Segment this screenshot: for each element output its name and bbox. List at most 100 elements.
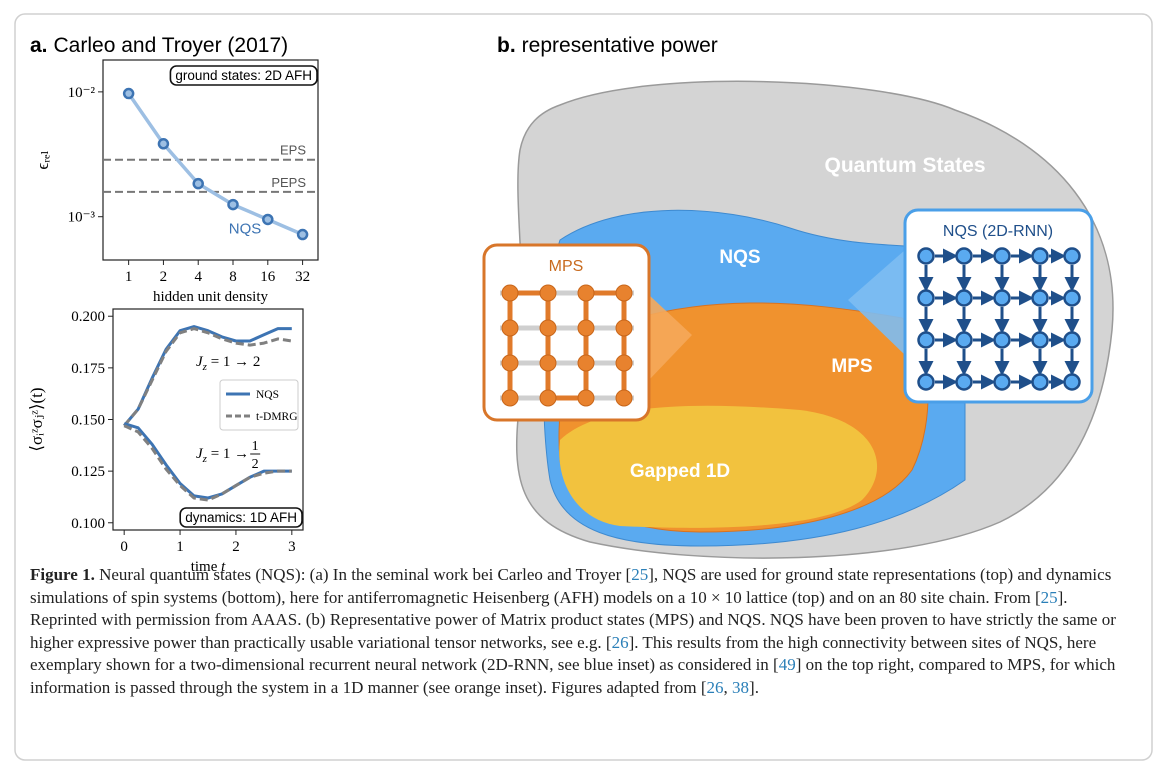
lattice-site — [616, 355, 632, 371]
x-tick-label: 2 — [160, 269, 168, 285]
figure-caption: Figure 1. Neural quantum states (NQS): (… — [30, 564, 1138, 699]
x-axis-label-text: hidden unit density — [153, 289, 268, 305]
x-axis-label: hidden unit density — [153, 289, 268, 305]
y-axis-label: ϵᵣₑₗ — [33, 150, 52, 169]
panel-b-title: b. representative power — [497, 34, 718, 57]
y-tick-label: 10⁻² — [68, 85, 96, 101]
y-tick-label: 0.100 — [71, 516, 105, 532]
x-tick-label: 0 — [120, 539, 128, 555]
panel-label: b. — [497, 34, 516, 57]
inset-title: MPS — [549, 258, 584, 275]
lattice-site — [1033, 291, 1048, 306]
lattice-site — [1065, 291, 1080, 306]
series-line — [129, 94, 303, 235]
lattice-site — [502, 390, 518, 406]
lattice-site — [540, 320, 556, 336]
data-point — [124, 89, 133, 98]
data-point — [298, 230, 307, 239]
caption-text: ]. — [749, 678, 759, 697]
legend-label: NQS — [256, 389, 279, 401]
reference-label: EPS — [280, 143, 306, 158]
y-tick-label: 0.200 — [71, 309, 105, 325]
figure: a.Carleo and Troyer (2017) b. representat… — [0, 0, 1168, 776]
lattice-site — [502, 285, 518, 301]
citation: 26 — [707, 678, 724, 697]
data-point — [194, 179, 203, 188]
panel-a-title: a.Carleo and Troyer (2017) — [30, 34, 288, 57]
representative-power-diagram: Quantum States NQS MPS Gapped 1D MPS NQS… — [484, 81, 1113, 558]
lattice-site — [540, 355, 556, 371]
lattice-site — [957, 249, 972, 264]
y-tick-label: 0.125 — [71, 464, 105, 480]
x-tick-label: 3 — [288, 539, 296, 555]
citation: 26 — [612, 633, 629, 652]
lattice-site — [1065, 249, 1080, 264]
x-tick-label: 8 — [229, 269, 237, 285]
series-line — [124, 426, 292, 500]
x-tick-label: 32 — [295, 269, 310, 285]
lattice-site — [995, 375, 1010, 390]
lattice-site — [919, 249, 934, 264]
region-label: MPS — [831, 356, 872, 377]
lattice-site — [616, 390, 632, 406]
chart: 1 2 4 8 16 32 10⁻² 10⁻³ hidden unit density ϵᵣₑₗ E… — [33, 60, 318, 305]
citation: 38 — [732, 678, 749, 697]
series-label: NQS — [229, 220, 262, 237]
lattice-site — [919, 375, 934, 390]
lattice-site — [995, 333, 1010, 348]
lattice-site — [1033, 375, 1048, 390]
region-label: NQS — [719, 247, 760, 268]
x-tick-label: 16 — [260, 269, 276, 285]
lattice-site — [1033, 333, 1048, 348]
annotation: Jz = 1 → 2 — [196, 354, 260, 373]
lattice-site — [1065, 333, 1080, 348]
lattice-site — [919, 333, 934, 348]
x-tick-label: 2 — [232, 539, 240, 555]
citation: 25 — [1041, 588, 1058, 607]
lattice-site — [540, 390, 556, 406]
annotation-text: = 1 → 2 — [207, 354, 260, 370]
lattice-site — [957, 333, 972, 348]
lattice-site — [578, 320, 594, 336]
region-label: Quantum States — [824, 154, 985, 177]
panel-title: Carleo and Troyer (2017) — [54, 34, 289, 57]
caption-text: , — [724, 678, 733, 697]
caption-label: Figure 1. — [30, 565, 95, 584]
annotation-text: = 1 → — [207, 446, 249, 462]
lattice-site — [1033, 249, 1048, 264]
citation: 49 — [779, 655, 796, 674]
lattice-site — [578, 390, 594, 406]
reference-label: PEPS — [271, 175, 306, 190]
y-tick-label: 0.150 — [71, 413, 105, 429]
panel-title: representative power — [522, 34, 718, 57]
lattice-site — [502, 320, 518, 336]
region-label: Gapped 1D — [630, 461, 730, 482]
lattice-site — [995, 249, 1010, 264]
caption-text: Neural quantum states (NQS): (a) In the … — [95, 565, 631, 584]
lattice-site — [502, 355, 518, 371]
lattice-site — [578, 285, 594, 301]
lattice-site — [578, 355, 594, 371]
annotation: Jz = 1 → — [196, 446, 249, 465]
lattice-site — [616, 285, 632, 301]
lattice-site — [919, 291, 934, 306]
lattice-site — [540, 285, 556, 301]
y-tick-label: 10⁻³ — [68, 210, 96, 226]
lattice-site — [995, 291, 1010, 306]
x-tick-label: 1 — [125, 269, 133, 285]
x-tick-label: 4 — [194, 269, 202, 285]
data-point — [159, 139, 168, 148]
data-point — [263, 215, 272, 224]
fraction-den: 2 — [252, 457, 259, 472]
lattice-site — [957, 375, 972, 390]
data-point — [229, 200, 238, 209]
y-tick-label: 0.175 — [71, 361, 105, 377]
annotation-box-text: ground states: 2D AFH — [175, 68, 312, 83]
fraction-num: 1 — [252, 439, 259, 454]
inset-title: NQS (2D-RNN) — [943, 223, 1053, 240]
annotation-box-text: dynamics: 1D AFH — [185, 510, 297, 525]
y-axis-label: ⟨σᵢᶻσⱼᶻ⟩(t) — [27, 387, 46, 451]
lattice-site — [1065, 375, 1080, 390]
legend-label: t-DMRG — [256, 411, 298, 423]
